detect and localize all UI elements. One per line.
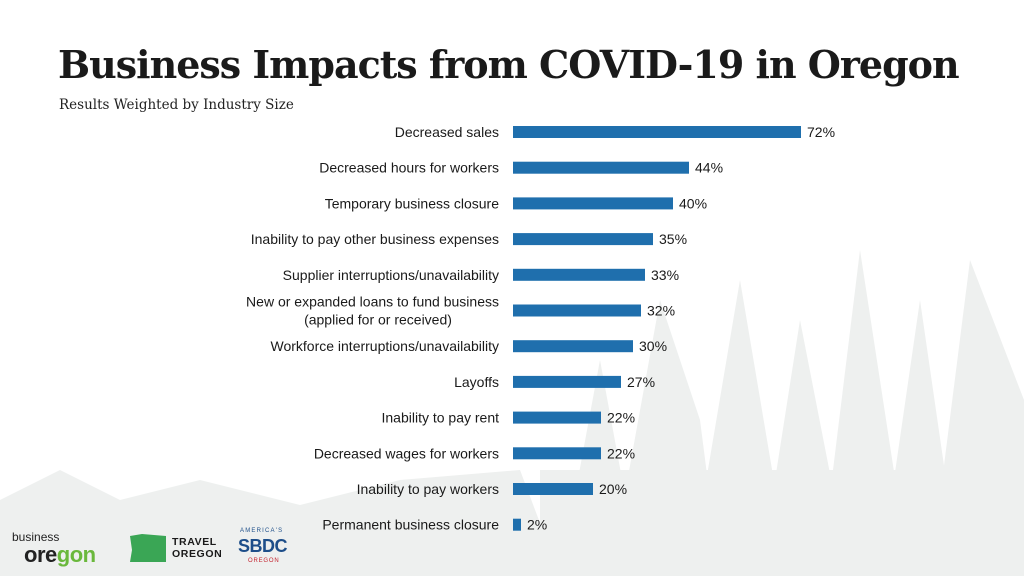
- data-label-4: 35%: [659, 231, 687, 247]
- bar-4: [513, 233, 653, 246]
- bar-9: [513, 411, 601, 424]
- category-label-6: New or expanded loans to fund business (a…: [246, 294, 499, 328]
- category-label-11: Inability to pay workers: [357, 481, 499, 497]
- data-label-10: 22%: [607, 445, 635, 461]
- sbdc-logo-bottom: OREGON: [248, 558, 280, 564]
- bar-12: [513, 518, 521, 531]
- data-label-11: 20%: [599, 481, 627, 497]
- data-label-2: 44%: [695, 160, 723, 176]
- travel-oregon-line2: OREGON: [172, 548, 223, 560]
- data-label-9: 22%: [607, 410, 635, 426]
- data-label-3: 40%: [679, 195, 707, 211]
- bar-6: [513, 304, 641, 317]
- data-label-12: 2%: [527, 517, 547, 533]
- page-title: Business Impacts from COVID-19 in Oregon: [58, 42, 960, 87]
- data-label-5: 33%: [651, 267, 679, 283]
- category-label-4: Inability to pay other business expenses: [251, 231, 499, 247]
- bar-1: [513, 126, 801, 138]
- business-oregon-logo-suffix: gon: [56, 542, 96, 567]
- data-label-6: 32%: [647, 303, 675, 319]
- business-oregon-logo-big-text: oregon: [24, 542, 96, 568]
- data-label-7: 30%: [639, 338, 667, 354]
- travel-oregon-logo-text: TRAVEL OREGON: [172, 536, 222, 560]
- bar-8: [513, 375, 621, 388]
- bar-3: [513, 197, 673, 210]
- category-label-2: Decreased hours for workers: [319, 160, 499, 176]
- bar-10: [513, 447, 601, 460]
- category-label-9: Inability to pay rent: [381, 410, 499, 426]
- travel-oregon-logo: TRAVEL OREGON: [128, 532, 228, 566]
- category-label-3: Temporary business closure: [325, 195, 500, 211]
- bar-11: [513, 483, 593, 495]
- sbdc-logo-top: AMERICA'S: [240, 528, 284, 534]
- category-label-8: Layoffs: [454, 374, 499, 390]
- category-label-7: Workforce interruptions/unavailability: [270, 338, 499, 354]
- sbdc-logo-mid: SBDC: [238, 536, 288, 556]
- footer-logos: business oregon TRAVEL OREGON AMERICA'S …: [0, 520, 310, 576]
- category-label-10: Decreased wages for workers: [314, 445, 499, 461]
- category-label-5: Supplier interruptions/unavailability: [283, 267, 499, 283]
- business-oregon-logo: business oregon: [10, 530, 115, 568]
- page-subtitle: Results Weighted by Industry Size: [59, 97, 294, 113]
- data-label-1: 72%: [807, 124, 835, 140]
- travel-oregon-line1: TRAVEL: [172, 536, 217, 548]
- sbdc-logo: AMERICA'S SBDC OREGON: [236, 528, 296, 570]
- business-oregon-logo-prefix: ore: [24, 542, 57, 567]
- oregon-state-icon: [130, 534, 166, 562]
- data-label-8: 27%: [627, 374, 655, 390]
- bar-5: [513, 268, 645, 281]
- bar-2: [513, 161, 689, 174]
- category-label-1: Decreased sales: [395, 124, 499, 140]
- category-label-12: Permanent business closure: [322, 517, 499, 533]
- bar-7: [513, 340, 633, 353]
- business-oregon-logo-small-text: business: [12, 530, 60, 544]
